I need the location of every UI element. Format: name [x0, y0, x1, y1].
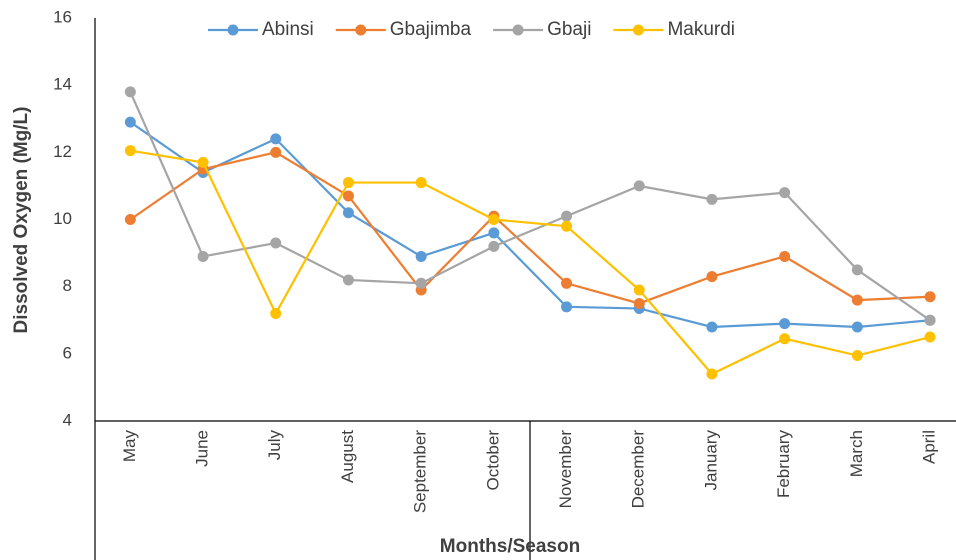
legend-label: Abinsi	[262, 19, 314, 40]
data-point	[197, 156, 209, 168]
data-point	[561, 210, 573, 222]
data-point	[415, 250, 427, 262]
data-point	[124, 86, 136, 98]
data-point	[197, 250, 209, 262]
data-point	[779, 187, 791, 199]
x-tick-label: September	[411, 430, 430, 513]
legend-marker	[355, 24, 367, 36]
data-point	[706, 193, 718, 205]
data-point	[706, 368, 718, 380]
data-point	[415, 177, 427, 189]
y-tick-label: 6	[63, 343, 72, 362]
data-point	[706, 321, 718, 333]
y-tick-label: 4	[63, 410, 72, 429]
legend-marker	[512, 24, 524, 36]
series-line	[129, 121, 931, 329]
data-point	[779, 333, 791, 345]
series-line	[129, 91, 931, 322]
data-point	[488, 240, 500, 252]
x-tick-label: May	[120, 430, 139, 463]
data-point	[633, 180, 645, 192]
y-tick-label: 16	[53, 7, 72, 26]
legend-label: Gbaji	[547, 19, 591, 40]
x-tick-label: August	[338, 430, 357, 483]
y-tick-label: 14	[53, 75, 72, 94]
x-tick-label: October	[483, 430, 502, 491]
data-point	[706, 271, 718, 283]
data-point	[415, 277, 427, 289]
y-axis-title: Dissolved Oxygen (Mg/L)	[11, 107, 32, 334]
data-point	[779, 318, 791, 330]
data-point	[124, 214, 136, 225]
data-point	[488, 227, 500, 239]
series-line	[130, 149, 931, 376]
data-point	[342, 207, 354, 219]
y-tick-label: 12	[53, 142, 72, 161]
x-tick-label: July	[265, 430, 284, 461]
data-point	[124, 116, 136, 128]
legend-label: Gbajimba	[390, 19, 472, 40]
y-tick-label: 8	[63, 276, 72, 295]
data-point	[270, 237, 282, 249]
data-point	[561, 301, 573, 313]
data-point	[342, 190, 354, 202]
data-point	[270, 308, 282, 320]
data-point	[488, 214, 500, 225]
x-tick-label: April	[920, 430, 939, 464]
x-tick-label: February	[774, 430, 793, 499]
data-point	[124, 145, 136, 157]
x-tick-label: June	[193, 430, 212, 467]
data-point	[924, 314, 936, 326]
legend-marker	[227, 24, 239, 36]
data-point	[270, 133, 282, 145]
x-axis-title: Months/Season	[440, 536, 580, 557]
legend-label: Makurdi	[667, 19, 735, 40]
data-point	[924, 291, 936, 303]
x-tick-label: March	[847, 430, 866, 477]
data-point	[851, 294, 863, 306]
data-point	[633, 284, 645, 296]
x-tick-label: January	[701, 430, 720, 491]
x-tick-label: December	[629, 430, 648, 509]
series-line	[129, 151, 931, 305]
data-point	[342, 274, 354, 286]
data-point	[779, 250, 791, 262]
data-point	[633, 297, 645, 309]
legend-marker	[632, 24, 644, 36]
data-point	[561, 220, 573, 232]
data-point	[270, 146, 282, 158]
data-point	[851, 264, 863, 276]
data-point	[851, 350, 863, 362]
data-point	[924, 331, 936, 343]
data-point	[342, 177, 354, 189]
data-point	[561, 277, 573, 289]
x-tick-label: November	[556, 430, 575, 509]
data-point	[851, 321, 863, 333]
y-tick-label: 10	[53, 209, 72, 228]
